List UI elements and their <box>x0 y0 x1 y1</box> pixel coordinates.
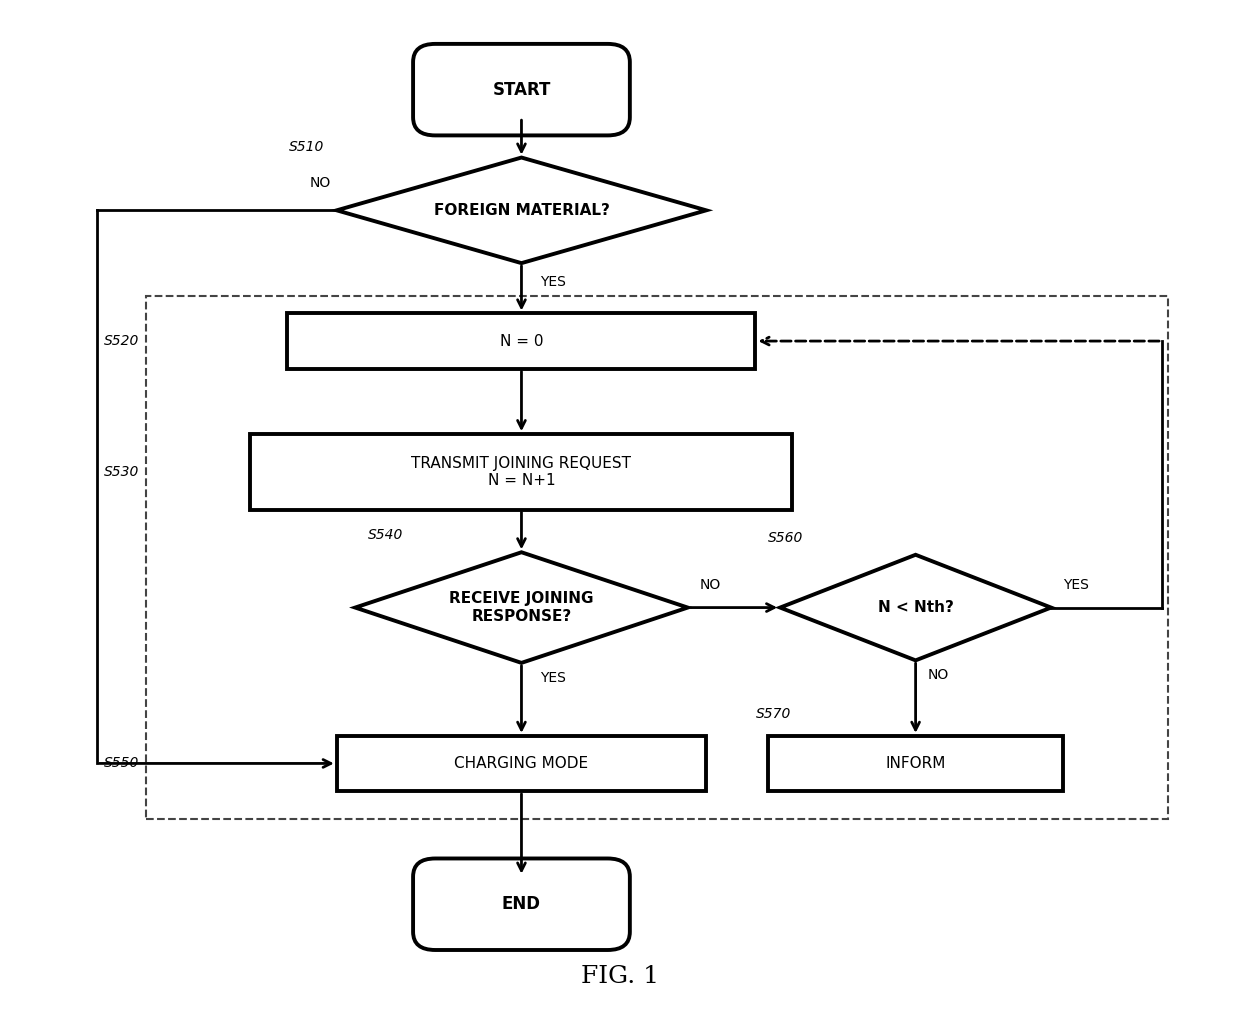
Text: S550: S550 <box>104 756 140 771</box>
Text: INFORM: INFORM <box>885 756 946 771</box>
Text: NO: NO <box>928 668 949 682</box>
Polygon shape <box>337 157 707 263</box>
FancyBboxPatch shape <box>413 44 630 136</box>
Text: NO: NO <box>701 578 722 592</box>
Polygon shape <box>355 553 688 663</box>
Text: S530: S530 <box>104 464 140 479</box>
Text: S560: S560 <box>768 530 804 545</box>
Polygon shape <box>780 555 1052 660</box>
Bar <box>768 736 1064 791</box>
Text: S510: S510 <box>289 141 325 154</box>
Text: FIG. 1: FIG. 1 <box>582 965 658 989</box>
Bar <box>250 434 792 509</box>
Text: FOREIGN MATERIAL?: FOREIGN MATERIAL? <box>434 203 609 218</box>
Text: N = 0: N = 0 <box>500 334 543 349</box>
Text: S520: S520 <box>104 334 140 348</box>
Bar <box>337 736 707 791</box>
FancyBboxPatch shape <box>413 859 630 950</box>
Text: YES: YES <box>539 275 565 289</box>
Bar <box>146 296 1168 818</box>
Text: START: START <box>492 81 551 98</box>
Text: NO: NO <box>309 176 331 191</box>
Text: N < Nth?: N < Nth? <box>878 600 954 615</box>
Text: YES: YES <box>1064 578 1089 592</box>
Bar <box>288 313 755 369</box>
Text: END: END <box>502 895 541 914</box>
Text: S540: S540 <box>367 528 403 542</box>
Text: YES: YES <box>539 671 565 684</box>
Text: CHARGING MODE: CHARGING MODE <box>454 756 589 771</box>
Text: TRANSMIT JOINING REQUEST
N = N+1: TRANSMIT JOINING REQUEST N = N+1 <box>412 455 631 488</box>
Text: S570: S570 <box>755 707 791 721</box>
Text: RECEIVE JOINING
RESPONSE?: RECEIVE JOINING RESPONSE? <box>449 591 594 624</box>
